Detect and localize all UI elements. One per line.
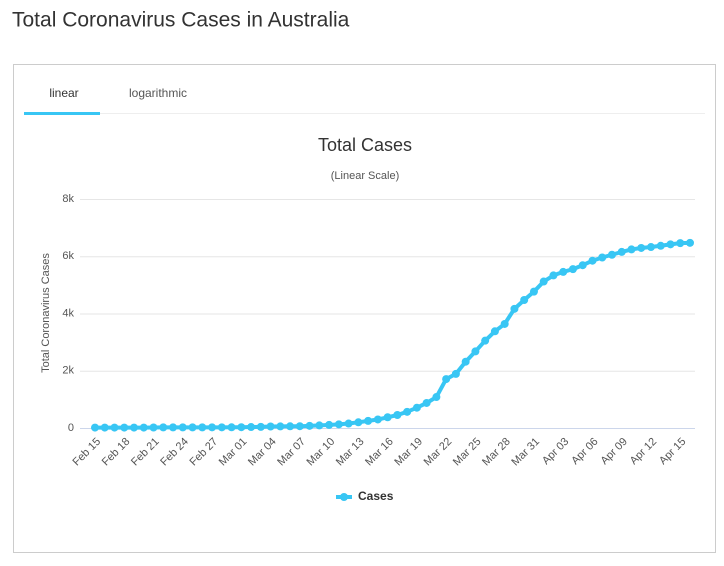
point [412, 403, 421, 412]
chart-title: Total Cases [318, 135, 412, 155]
point [188, 423, 197, 432]
point [295, 422, 304, 431]
point [100, 423, 109, 432]
point [686, 238, 694, 247]
point [451, 369, 460, 378]
chart-subtitle: (Linear Scale) [331, 170, 399, 182]
legend-marker [340, 493, 348, 501]
point [373, 415, 382, 424]
point [549, 271, 558, 280]
point [500, 319, 509, 328]
point [159, 423, 168, 432]
point [481, 336, 490, 345]
y-tick-label: 0 [68, 422, 74, 434]
point [91, 423, 99, 432]
point [617, 247, 626, 256]
point [627, 245, 636, 254]
y-tick-label: 6k [62, 250, 74, 262]
point [393, 411, 402, 420]
point [344, 419, 353, 428]
point [247, 423, 256, 432]
point [149, 423, 158, 432]
point [130, 423, 139, 432]
legend-label: Cases [358, 489, 394, 503]
point [510, 304, 519, 313]
point [578, 261, 587, 270]
point [637, 243, 646, 252]
point [656, 241, 665, 250]
point [666, 240, 675, 249]
y-tick-label: 4k [62, 307, 74, 319]
point [334, 420, 343, 429]
point [139, 423, 148, 432]
point [461, 357, 470, 366]
point [305, 421, 314, 430]
point [539, 277, 548, 286]
y-tick-label: 2k [62, 365, 74, 377]
point [432, 393, 441, 402]
point [169, 423, 178, 432]
point [520, 295, 529, 304]
point [364, 416, 373, 425]
point [490, 327, 499, 336]
chart-panel [13, 64, 716, 553]
tab-logarithmic[interactable]: logarithmic [129, 86, 187, 100]
point [286, 422, 295, 431]
point [568, 265, 577, 274]
point [529, 287, 538, 296]
point [676, 239, 685, 248]
tab-linear[interactable]: linear [49, 86, 78, 100]
point [598, 253, 607, 262]
point [198, 423, 207, 432]
point [442, 375, 451, 384]
point [471, 347, 480, 356]
point [607, 250, 616, 259]
page-title: Total Coronavirus Cases in Australia [12, 9, 350, 32]
point [403, 407, 412, 416]
point [227, 423, 236, 432]
point [266, 422, 275, 431]
y-tick-label: 8k [62, 193, 74, 205]
point [110, 423, 119, 432]
point [383, 413, 392, 422]
point [422, 398, 431, 407]
tab-active-indicator [24, 112, 100, 115]
point [588, 256, 597, 265]
point [178, 423, 187, 432]
point [646, 243, 655, 252]
point [325, 420, 334, 429]
point [256, 422, 265, 431]
point [237, 423, 246, 432]
point [217, 423, 226, 432]
point [276, 422, 285, 431]
point [120, 423, 129, 432]
y-axis-label: Total Coronavirus Cases [40, 253, 52, 373]
point [208, 423, 217, 432]
point [354, 418, 363, 427]
point [315, 421, 324, 430]
point [559, 267, 568, 276]
